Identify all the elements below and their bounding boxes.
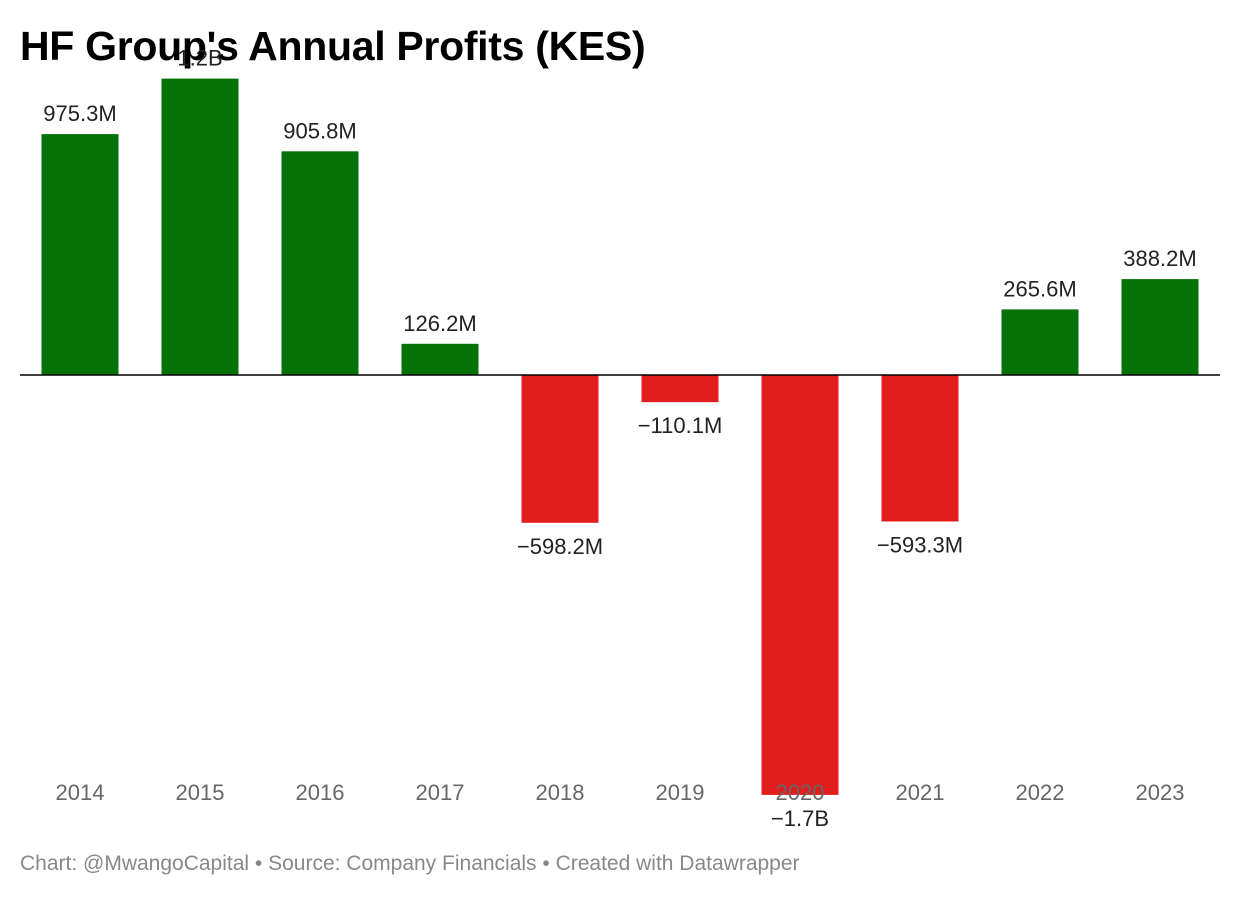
- x-tick-label-2022: 2022: [1016, 780, 1065, 805]
- bars-group: [41, 78, 1199, 795]
- value-label-2019: −110.1M: [638, 413, 723, 438]
- bar-2023: [1121, 279, 1199, 375]
- value-label-2016: 905.8M: [283, 118, 356, 143]
- bar-2022: [1001, 309, 1079, 375]
- x-tick-label-2021: 2021: [896, 780, 945, 805]
- value-label-2021: −593.3M: [877, 533, 963, 558]
- value-label-2018: −598.2M: [517, 534, 603, 559]
- x-axis-ticks-group: 2014 2015 2016 2017 2018 2019 2020 2021 2022 2023: [56, 780, 1185, 805]
- bar-2021: [881, 375, 959, 522]
- x-tick-label-2017: 2017: [416, 780, 465, 805]
- value-label-2017: 126.2M: [403, 311, 476, 336]
- x-tick-label-2020: 2020: [776, 780, 825, 805]
- bar-2020: [761, 375, 839, 795]
- x-tick-label-2019: 2019: [656, 780, 705, 805]
- value-label-2022: 265.6M: [1003, 276, 1076, 301]
- chart-footer: Chart: @MwangoCapital • Source: Company …: [20, 852, 800, 875]
- bar-2019: [641, 375, 719, 403]
- x-tick-label-2015: 2015: [176, 780, 225, 805]
- x-tick-label-2018: 2018: [536, 780, 585, 805]
- value-label-2015: 1.2B: [177, 46, 222, 71]
- bar-2017: [401, 343, 479, 375]
- value-label-2020: −1.7B: [771, 806, 829, 831]
- bar-2015: [161, 78, 239, 375]
- bar-2014: [41, 134, 119, 375]
- value-label-2023: 388.2M: [1123, 246, 1196, 271]
- value-label-2014: 975.3M: [43, 101, 116, 126]
- value-labels-group: 975.3M 1.2B 905.8M 126.2M −598.2M −110.1M −1.7…: [43, 46, 1196, 831]
- x-tick-label-2023: 2023: [1136, 780, 1185, 805]
- x-tick-label-2016: 2016: [296, 780, 345, 805]
- x-tick-label-2014: 2014: [56, 780, 105, 805]
- bar-2016: [281, 151, 359, 375]
- chart-title: HF Group's Annual Profits (KES): [20, 23, 646, 69]
- bar-2018: [521, 375, 599, 523]
